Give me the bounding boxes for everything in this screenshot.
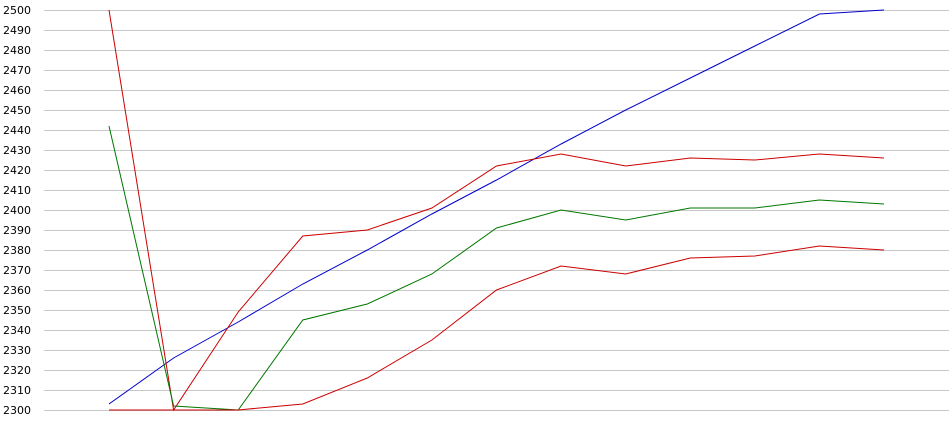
y-tick-label: 2470 [3, 64, 31, 77]
y-tick-label: 2430 [3, 144, 31, 157]
y-tick-label: 2340 [3, 324, 31, 337]
y-tick-label: 2370 [3, 264, 31, 277]
y-tick-label: 2420 [3, 164, 31, 177]
grid-lines [44, 10, 949, 411]
y-tick-label: 2360 [3, 284, 31, 297]
y-tick-label: 2450 [3, 104, 31, 117]
y-tick-label: 2380 [3, 244, 31, 257]
y-tick-label: 2330 [3, 344, 31, 357]
y-tick-label: 2390 [3, 224, 31, 237]
y-tick-label: 2310 [3, 384, 31, 397]
y-tick-label: 2500 [3, 4, 31, 17]
y-tick-label: 2350 [3, 304, 31, 317]
series-line-3 [108, 125, 885, 411]
y-tick-label: 2300 [3, 404, 31, 417]
series-lines [108, 9, 885, 412]
y-tick-label: 2460 [3, 84, 31, 97]
series-line-1 [108, 9, 885, 405]
y-axis-tick-labels: 2300 2310 2320 2330 2340 2350 2360 2370 2380 2390… [3, 4, 31, 417]
y-tick-label: 2410 [3, 184, 31, 197]
y-tick-label: 2400 [3, 204, 31, 217]
series-line-2 [108, 9, 885, 412]
y-tick-label: 2320 [3, 364, 31, 377]
y-tick-label: 2490 [3, 24, 31, 37]
y-tick-label: 2440 [3, 124, 31, 137]
y-tick-label: 2480 [3, 44, 31, 57]
series-line-4 [109, 245, 885, 411]
